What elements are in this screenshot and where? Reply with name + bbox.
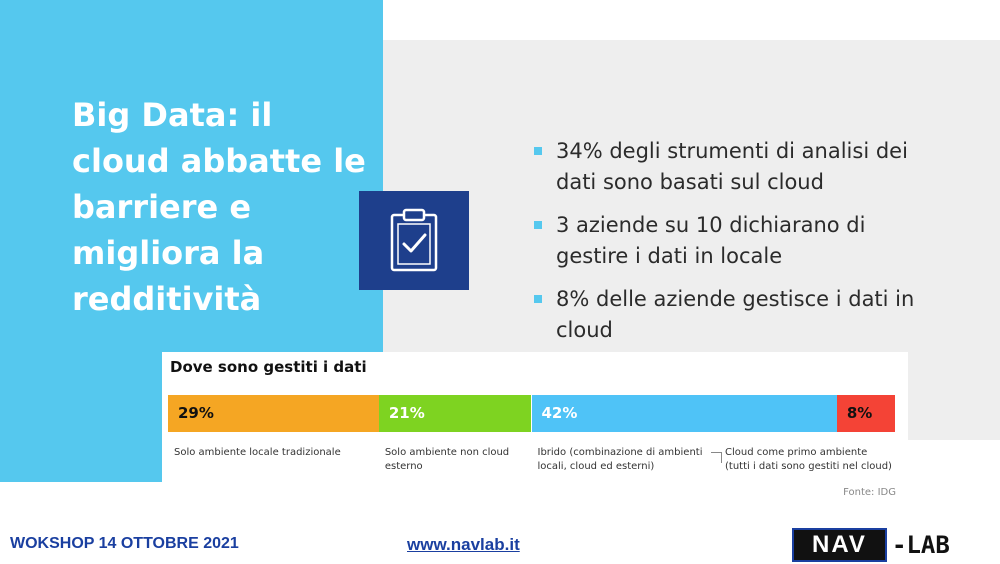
bar-category-label: Solo ambiente non cloud esterno (384, 447, 510, 472)
bar-segment: 29% (168, 395, 379, 432)
website-link[interactable]: www.navlab.it (407, 535, 520, 554)
bar-segment: 42% (531, 395, 837, 432)
bar-value-label: 29% (178, 404, 214, 422)
bullet-marker (534, 295, 542, 303)
bullet-text: 3 aziende su 10 dichiarano di gestire i … (556, 213, 866, 268)
bar-value-label: 42% (541, 404, 578, 422)
bullet-marker (534, 221, 542, 229)
bullet-marker (534, 147, 542, 155)
bullet-list: 34% degli strumenti di analisi dei dati … (528, 136, 928, 358)
slide-title: Big Data: il cloud abbatte le barriere e… (72, 96, 366, 318)
chart-title: Dove sono gestiti i dati (170, 358, 367, 376)
clipboard-icon-box (359, 191, 469, 290)
navlab-logo: NAV -LAB (792, 528, 992, 564)
bullet-text: 8% delle aziende gestisce i dati in clou… (556, 287, 915, 342)
bar-category-label: Ibrido (combinazione di ambienti locali,… (537, 447, 703, 472)
bar-value-label: 8% (846, 404, 873, 422)
clipboard-check-icon (390, 208, 438, 272)
bullet-item: 3 aziende su 10 dichiarano di gestire i … (528, 210, 928, 272)
bar-value-label: 21% (388, 404, 425, 422)
stacked-bar: 29% 21% 42% 8% (168, 395, 895, 432)
top-strip (383, 0, 1000, 40)
bullet-item: 8% delle aziende gestisce i dati in clou… (528, 284, 928, 346)
bullet-item: 34% degli strumenti di analisi dei dati … (528, 136, 928, 198)
bar-category-label: Cloud come primo ambiente (tutti i dati … (725, 447, 892, 472)
bar-segment: 8% (836, 395, 895, 432)
chart-card: Dove sono gestiti i dati 29% 21% 42% 8% Fon… (162, 352, 908, 508)
bar-category-label: Solo ambiente locale tradizionale (174, 447, 341, 458)
label-connector (711, 452, 722, 463)
bar-segment: 21% (378, 395, 532, 432)
bullet-text: 34% degli strumenti di analisi dei dati … (556, 139, 908, 194)
chart-source: Fonte: IDG (843, 487, 896, 498)
event-date: WOKSHOP 14 OTTOBRE 2021 (10, 535, 239, 552)
logo-lab-text: -LAB (892, 531, 950, 559)
logo-nav-box: NAV (792, 528, 887, 562)
